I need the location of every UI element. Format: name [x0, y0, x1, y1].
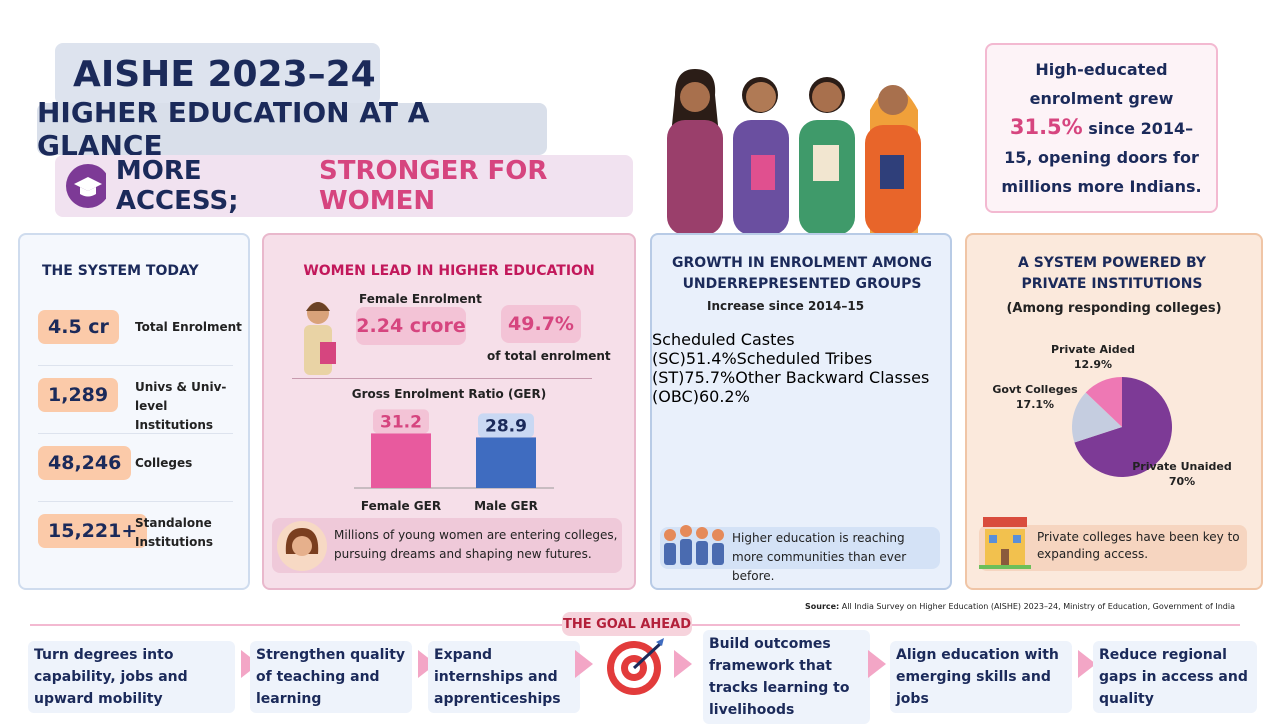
callout: High-educated enrolment grew 31.5% since… [985, 43, 1218, 213]
share-value: 49.7% [508, 313, 574, 335]
system-value: 15,221+ [38, 514, 148, 548]
category-label: Male GER [474, 499, 538, 513]
system-label: Standalone Institutions [135, 516, 214, 549]
institutions-panel: A SYSTEM POWERED BY PRIVATE INSTITUTIONS… [965, 233, 1263, 590]
ger-chart: 31.2 Female GER 28.9 Male GER [354, 409, 554, 513]
system-label: Colleges [135, 456, 193, 470]
source-text: All India Survey on Higher Education (AI… [841, 602, 1235, 611]
value-label: 51.4% [685, 349, 737, 368]
college-icon [979, 517, 1031, 569]
system-title: THE SYSTEM TODAY [42, 263, 199, 279]
bar [476, 437, 536, 488]
system-label: Univs & Univ-level Institutions [135, 380, 227, 432]
callout-after: since 2014–15, opening doors for million… [1001, 119, 1202, 196]
women-panel: WOMEN LEAD IN HIGHER EDUCATION Female En… [262, 233, 636, 590]
institutions-note-box: Private colleges have been key to expand… [979, 517, 1247, 571]
value-label: 28.9 [485, 416, 527, 436]
women-note-box: Millions of young women are entering col… [272, 518, 622, 573]
divider [38, 501, 233, 502]
source: Source: All India Survey on Higher Educa… [805, 602, 1235, 611]
system-label: Total Enrolment [135, 320, 242, 334]
institutions-title: A SYSTEM POWERED BY PRIVATE INSTITUTIONS [1018, 255, 1206, 292]
arrow [575, 650, 593, 678]
growth-subtitle: Increase since 2014–15 [707, 299, 865, 313]
system-value: 1,289 [38, 378, 119, 412]
women-note: Millions of young women are entering col… [334, 528, 618, 561]
goal-step: Strengthen quality of teaching and learn… [250, 641, 412, 713]
divider [38, 365, 233, 366]
value-label: 75.7% [684, 368, 736, 387]
growth-note-box: Higher education is reaching more commun… [660, 525, 940, 583]
target-icon [607, 638, 664, 695]
enrolment-label: Female Enrolment [359, 292, 482, 306]
title-box: AISHE 2023–24 [55, 43, 380, 105]
value-pill [373, 409, 429, 434]
share-label: of total enrolment [487, 349, 611, 363]
bar [371, 433, 431, 488]
callout-text: High-educated enrolment grew 31.5% since… [999, 55, 1204, 201]
divider [292, 378, 592, 379]
growth-title: GROWTH IN ENROLMENT AMONG UNDERREPRESENT… [672, 255, 932, 292]
growth-note: Higher education is reaching more commun… [732, 531, 907, 583]
system-value: 4.5 cr [38, 310, 119, 344]
cap-icon [66, 164, 106, 208]
tagline-b: STRONGER FOR WOMEN [319, 156, 548, 216]
goal-step: Reduce regional gaps in access and quali… [1093, 641, 1257, 713]
institutions-subtitle: (Among responding colleges) [1006, 301, 1222, 316]
category-label: Scheduled Castes (SC) [652, 330, 795, 368]
women-illustration [667, 69, 921, 235]
callout-highlight: 31.5% [1009, 115, 1083, 139]
tagline-a: MORE ACCESS; [115, 156, 239, 216]
arrow [674, 650, 692, 678]
system-value: 48,246 [38, 446, 132, 480]
slice-label: Private Unaided [1132, 460, 1232, 473]
value-pill [478, 413, 534, 438]
goal-step: Build outcomes framework that tracks lea… [703, 630, 870, 724]
institutions-note: Private colleges have been key to expand… [1037, 530, 1240, 561]
slice-label: Private Aided [1051, 345, 1135, 356]
source-label: Source: [804, 602, 840, 611]
growth-panel: GROWTH IN ENROLMENT AMONG UNDERREPRESENT… [650, 233, 952, 590]
goal-step: Align education with emerging skills and… [890, 641, 1072, 713]
title: AISHE 2023–24 [73, 53, 376, 95]
slice-value: 70% [1169, 475, 1195, 488]
system-panel: THE SYSTEM TODAY 4.5 cr Total Enrolment 1,… [18, 233, 250, 590]
goal-step: Expand internships and apprenticeships [428, 641, 580, 713]
arrow [868, 650, 886, 678]
arrow [1078, 650, 1096, 678]
pie-slice [1074, 377, 1172, 477]
slice-label: Govt Colleges [992, 383, 1078, 396]
callout-before: High-educated enrolment grew [1029, 60, 1174, 108]
pie-slice [1072, 392, 1122, 443]
share-pill: 49.7% [501, 305, 581, 343]
pie-slice [1085, 377, 1122, 427]
slice-value: 17.1% [1016, 398, 1054, 411]
goal-step: Turn degrees into capability, jobs and u… [28, 641, 235, 713]
tagline-box: MORE ACCESS; STRONGER FOR WOMEN [55, 155, 633, 217]
people-icon [664, 525, 724, 565]
subtitle-box: HIGHER EDUCATION AT A GLANCE [37, 96, 547, 162]
ger-title: Gross Enrolment Ratio (GER) [351, 387, 547, 401]
growth-chart: Scheduled Castes (SC)51.4%Scheduled Trib… [652, 330, 950, 406]
enrolment-value: 2.24 crore [356, 315, 466, 337]
goal-title: THE GOAL AHEAD [562, 616, 692, 632]
category-label: Female GER [361, 499, 441, 513]
value-label: 31.2 [380, 412, 422, 432]
women-title: WOMEN LEAD IN HIGHER EDUCATION [303, 263, 595, 279]
subtitle: HIGHER EDUCATION AT A GLANCE [37, 96, 430, 162]
category-label: Other Backward Classes (OBC) [652, 368, 930, 406]
category-label: Scheduled Tribes (ST) [652, 349, 873, 387]
student-icon [304, 302, 336, 375]
enrolment-pill: 2.24 crore [356, 307, 466, 345]
woman-avatar [277, 521, 327, 571]
slice-value: 12.9% [1074, 358, 1112, 371]
divider [38, 433, 233, 434]
goal-title-box: THE GOAL AHEAD [562, 612, 692, 636]
value-label: 60.2% [698, 387, 750, 406]
pie-chart: Private Unaided 70% Govt Colleges 17.1% Priv… [992, 345, 1232, 488]
